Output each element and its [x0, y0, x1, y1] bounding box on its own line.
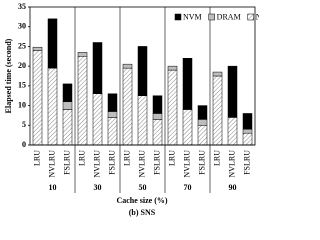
bar-segment — [122, 63, 133, 69]
bar-segment — [152, 95, 163, 114]
bar-segment — [227, 117, 238, 146]
x-tick-label: FSLRU — [62, 150, 71, 175]
x-tick-label: NVLRU — [227, 150, 236, 178]
x-tick-label: NVLRU — [137, 150, 146, 178]
y-tick-label: 15 — [18, 81, 26, 90]
caption: (b) SNS — [129, 208, 156, 217]
bar-segment — [32, 46, 43, 51]
bar-segment — [227, 65, 238, 118]
group-label: 70 — [184, 183, 192, 192]
bar-segment — [242, 128, 253, 134]
x-tick-label: LRU — [32, 150, 41, 166]
x-tick-label: NVLRU — [182, 150, 191, 178]
x-tick-label: LRU — [212, 150, 221, 166]
legend-swatch — [208, 13, 215, 21]
bar-segment — [212, 71, 223, 77]
y-tick-label: 10 — [18, 100, 26, 109]
bar-segment — [197, 119, 208, 126]
x-tick-label: LRU — [122, 150, 131, 166]
bar-segment — [62, 109, 73, 146]
x-tick-label: LRU — [167, 150, 176, 166]
x-tick-label: FSLRU — [152, 150, 161, 175]
bar-segment — [167, 65, 178, 71]
legend-label: DRAM — [217, 12, 241, 21]
bar-segment — [197, 125, 208, 146]
group-label: 90 — [229, 183, 237, 192]
bar-segment — [152, 119, 163, 146]
bar-segment — [47, 18, 58, 69]
x-tick-label: FSLRU — [242, 150, 251, 175]
legend-swatch — [247, 13, 254, 21]
bar-segment — [62, 101, 73, 110]
bar-segment — [137, 46, 148, 96]
bar-segment — [47, 67, 58, 146]
y-tick-label: 25 — [18, 41, 26, 50]
y-tick-label: 0 — [22, 140, 26, 149]
bar-segment — [107, 117, 118, 146]
y-tick-label: 35 — [18, 2, 26, 11]
bar-segment — [62, 83, 73, 102]
bar-segment — [122, 67, 133, 146]
bar-segment — [182, 109, 193, 146]
legend-label: NAND — [256, 12, 259, 21]
bar-segment — [32, 50, 43, 146]
legend-swatch — [174, 13, 182, 21]
x-tick-label: LRU — [77, 150, 86, 166]
y-tick-label: 20 — [18, 61, 26, 70]
bar-segment — [137, 95, 148, 146]
bar-segment — [242, 113, 253, 130]
group-label: 30 — [94, 183, 102, 192]
bar-segment — [77, 56, 88, 146]
bar-segment — [107, 93, 118, 112]
bar-segment — [152, 113, 163, 120]
x-tick-label: FSLRU — [107, 150, 116, 175]
bar-segment — [92, 93, 103, 146]
y-axis-label: Elapsed time (second) — [4, 38, 13, 113]
bar-segment — [92, 42, 103, 94]
legend-label: NVM — [183, 12, 202, 21]
group-label: 10 — [49, 183, 57, 192]
group-label: 50 — [139, 183, 147, 192]
chart: Elapsed time (second) Cache size (%) (b)… — [4, 2, 259, 217]
bar-segment — [212, 75, 223, 146]
bar-segment — [197, 105, 208, 120]
bar-segment — [107, 111, 118, 118]
y-tick-label: 5 — [22, 120, 26, 129]
bar-segment — [182, 58, 193, 110]
x-tick-label: FSLRU — [197, 150, 206, 175]
x-axis-label: Cache size (%) — [116, 196, 167, 205]
bar-segment — [77, 52, 88, 57]
x-tick-label: NVLRU — [92, 150, 101, 178]
y-tick-label: 30 — [18, 22, 26, 31]
x-tick-label: NVLRU — [47, 150, 56, 178]
bar-segment — [242, 132, 253, 146]
bar-segment — [167, 69, 178, 146]
